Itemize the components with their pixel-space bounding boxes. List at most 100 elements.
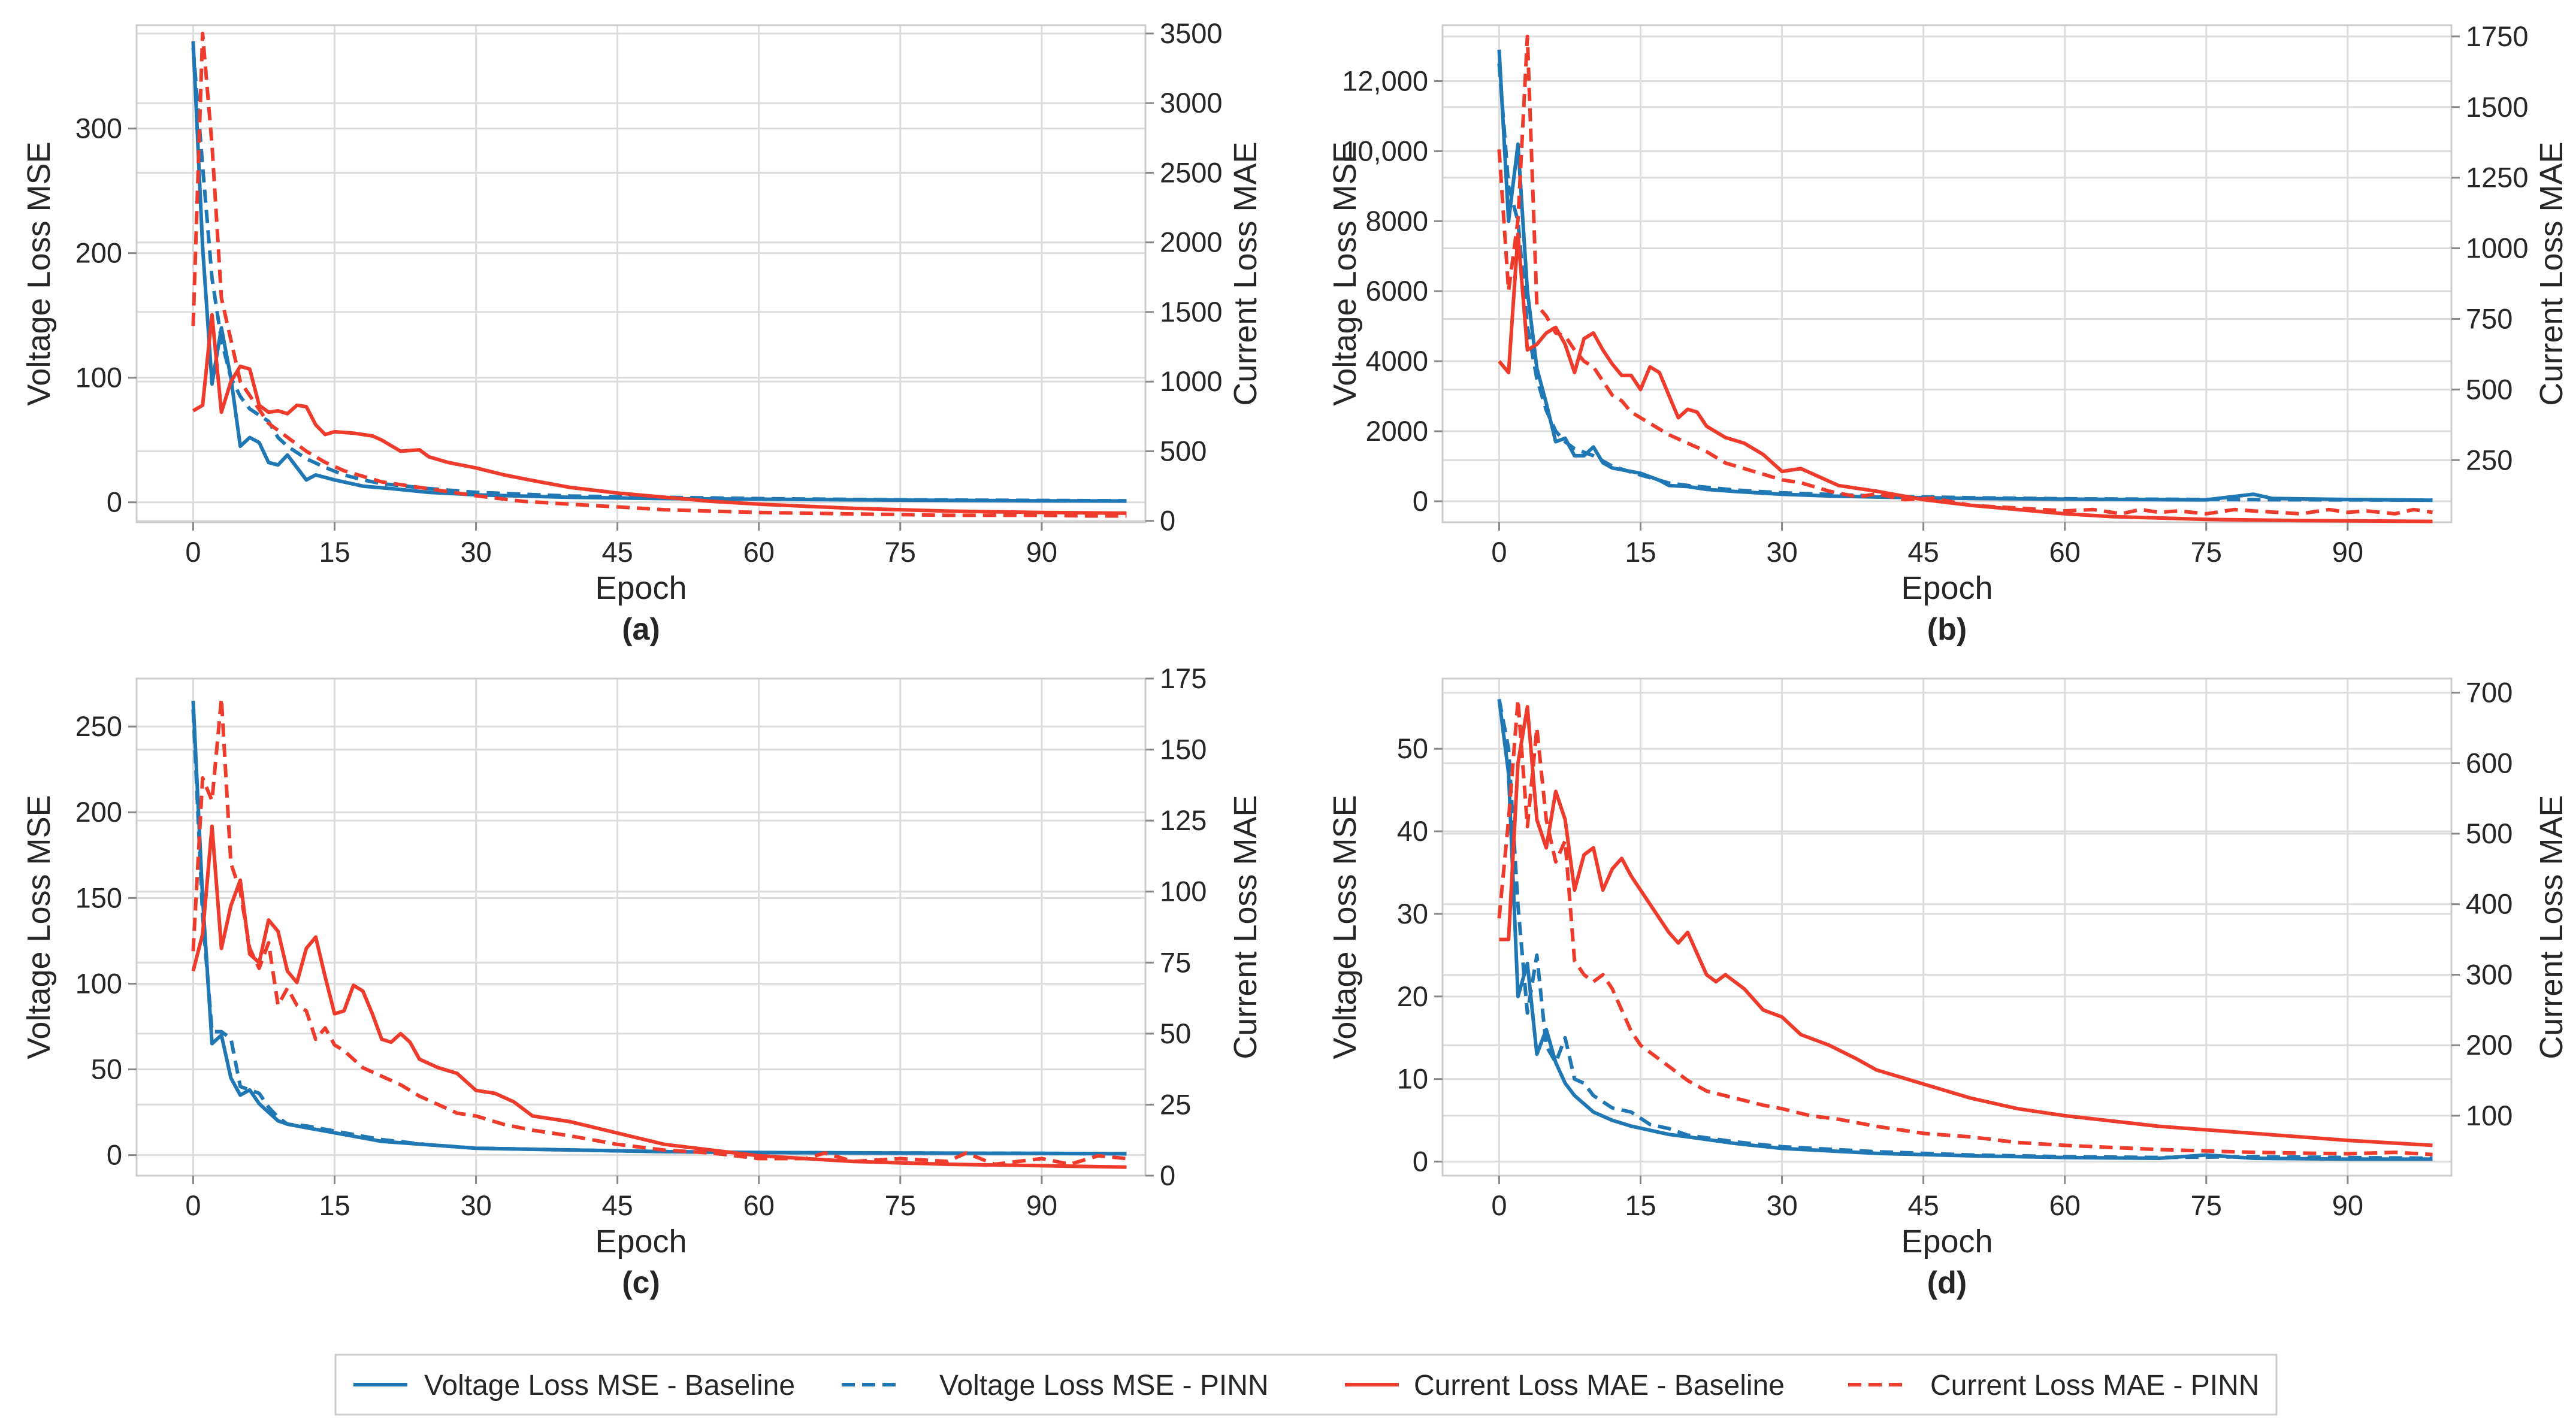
x-tick-label: 45 [602,1189,633,1221]
y-tick-label: 100 [75,362,122,393]
y2-tick-label: 0 [1160,1159,1175,1191]
x-axis-title: Epoch [1901,1224,1993,1259]
x-tick-label: 45 [1908,1189,1939,1221]
y-tick-label: 0 [107,486,122,518]
y2-axis-title: Current Loss MAE [1227,795,1263,1059]
x-tick-label: 30 [1766,1189,1797,1221]
y-tick-label: 200 [75,796,122,828]
y-axis-title: Voltage Loss MSE [1327,795,1363,1059]
plot-frame [135,24,1147,523]
x-tick-label: 15 [319,1189,350,1221]
panel-label: (a) [622,612,660,647]
y2-tick-label: 150 [1160,734,1207,765]
x-tick-label: 0 [185,1189,201,1221]
y-tick-label: 6000 [1365,275,1428,307]
chart-panel-4: 0 15 30 45 60 75 90 0 10 20 30 40 50 100 200 300 400 500 6… [1327,677,2569,1300]
legend: Voltage Loss MSE - Baseline Voltage Loss… [334,1354,2278,1416]
y2-tick-label: 600 [2466,747,2512,779]
y2-tick-label: 1750 [2466,20,2529,52]
y2-tick-label: 3500 [1160,17,1223,49]
y-tick-label: 10,000 [1342,135,1428,166]
x-tick-label: 30 [460,536,491,568]
x-axis-title: Epoch [595,570,687,606]
y-tick-label: 0 [1413,1146,1428,1177]
y2-tick-label: 3000 [1160,87,1223,119]
legend-label-voltage-baseline: Voltage Loss MSE - Baseline [424,1370,795,1401]
y2-tick-label: 25 [1160,1088,1191,1120]
series-line-voltage-loss-mse-pinn [191,709,1127,1156]
y2-tick-label: 1250 [2466,162,2529,193]
x-tick-label: 75 [2191,536,2222,568]
y-tick-label: 50 [1397,732,1428,764]
plot-frame [1441,24,2453,523]
y2-tick-label: 1000 [1160,365,1223,397]
y-tick-label: 150 [75,882,122,913]
x-axis-title: Epoch [595,1224,687,1259]
x-tick-label: 90 [2332,536,2363,568]
y2-tick-label: 700 [2466,677,2512,709]
y2-tick-label: 300 [2466,958,2512,990]
y2-tick-label: 1500 [1160,296,1223,328]
x-tick-label: 75 [2191,1189,2222,1221]
legend-frame [334,1354,2278,1416]
x-tick-label: 30 [460,1189,491,1221]
series-line-current-loss-mae-baseline [1499,705,2433,1148]
series-line-voltage-loss-mse-pinn [1497,698,2433,1160]
y2-tick-label: 125 [1160,804,1207,836]
x-tick-label: 0 [1491,1189,1507,1221]
y-tick-label: 100 [75,967,122,999]
x-tick-label: 15 [1625,536,1656,568]
chart-panel-2: 0 15 30 45 60 75 90 0 2000 4000 6000 8000 10,000 12,0… [1327,20,2569,647]
series-line-current-loss-mae-baseline [1498,232,2433,523]
series-line-current-loss-mae-baseline [191,824,1127,1169]
series-line-current-loss-mae-pinn [1497,34,2433,516]
y-axis-title: Voltage Loss MSE [1327,141,1363,405]
series-line-voltage-loss-mse-baseline [1497,699,2433,1161]
x-tick-label: 90 [1026,1189,1057,1221]
x-tick-label: 60 [743,1189,775,1221]
y-tick-label: 300 [75,113,122,144]
y2-tick-label: 1500 [2466,91,2529,123]
x-tick-label: 45 [1908,536,1939,568]
y2-tick-label: 175 [1160,662,1207,694]
y2-tick-label: 500 [1160,435,1207,467]
y2-tick-label: 500 [2466,373,2512,405]
chart-panel-1: 0 15 30 45 60 75 90010020030005001000150020002… [21,17,1263,647]
y2-tick-label: 100 [1160,876,1207,907]
y2-tick-label: 50 [1160,1018,1191,1049]
y-axis-title: Voltage Loss MSE [21,795,57,1059]
x-axis-title: Epoch [1901,570,1993,606]
y-tick-label: 200 [75,237,122,269]
x-tick-label: 75 [885,536,916,568]
legend-label-voltage-pinn: Voltage Loss MSE - PINN [939,1370,1269,1401]
y2-tick-label: 200 [2466,1029,2512,1061]
x-tick-label: 60 [2049,536,2081,568]
x-tick-label: 0 [185,536,201,568]
y2-tick-label: 750 [2466,302,2512,334]
x-tick-label: 60 [2049,1189,2081,1221]
x-tick-label: 30 [1766,536,1797,568]
y2-axis-title: Current Loss MAE [2533,141,2569,405]
x-tick-label: 15 [1625,1189,1656,1221]
y-axis-title: Voltage Loss MSE [21,141,57,405]
y2-tick-label: 2500 [1160,156,1223,188]
y-tick-label: 12,000 [1342,65,1428,97]
x-tick-label: 90 [2332,1189,2363,1221]
x-tick-label: 15 [319,536,350,568]
legend-label-current-pinn: Current Loss MAE - PINN [1930,1370,2259,1401]
x-tick-label: 75 [885,1189,916,1221]
y2-tick-label: 250 [2466,444,2512,476]
y2-tick-label: 400 [2466,888,2512,920]
y2-tick-label: 100 [2466,1100,2512,1131]
y2-axis-title: Current Loss MAE [1227,141,1263,405]
y-tick-label: 30 [1397,898,1428,930]
y2-tick-label: 1000 [2466,232,2529,264]
x-tick-label: 90 [1026,536,1057,568]
y-tick-label: 10 [1397,1063,1428,1095]
y-tick-label: 0 [1413,485,1428,517]
panel-label: (d) [1927,1265,1967,1300]
chart-panel-3: 0 15 30 45 60 75 90 0 50 100 150 200 250 0 25 50 75 100 12… [21,662,1263,1300]
y-tick-label: 0 [107,1139,122,1171]
x-tick-label: 0 [1491,536,1507,568]
